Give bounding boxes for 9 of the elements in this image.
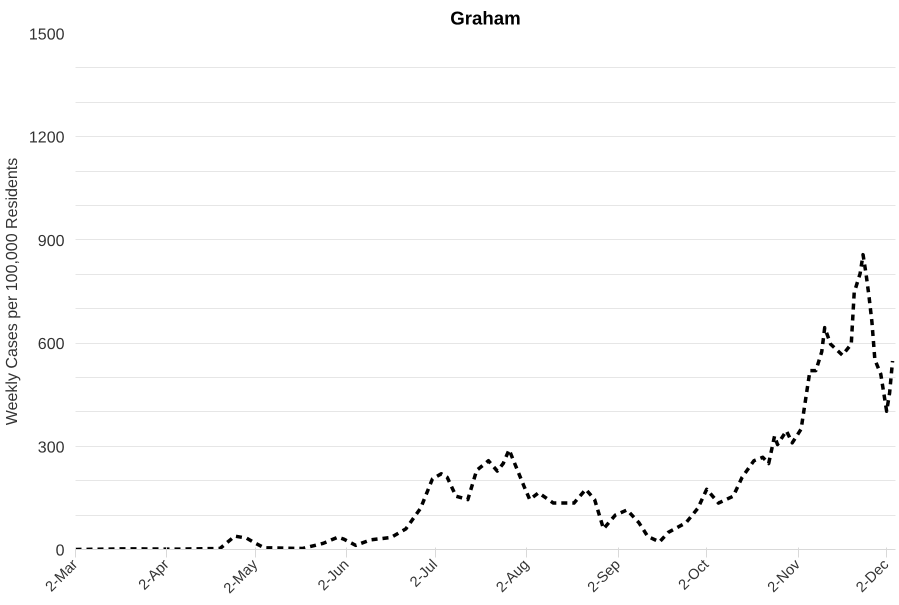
y-tick-label: 600 <box>38 336 65 354</box>
chart-title: Graham <box>450 8 521 28</box>
y-tick-label: 300 <box>38 439 65 456</box>
y-tick-label: 1500 <box>28 26 65 44</box>
y-tick-label: 900 <box>38 232 65 250</box>
y-tick-label: 1200 <box>28 130 65 147</box>
line-series <box>76 252 894 550</box>
y-tick-label: 0 <box>56 542 65 560</box>
y-axis-title: Weekly Cases per 100,000 Residents <box>4 158 21 426</box>
